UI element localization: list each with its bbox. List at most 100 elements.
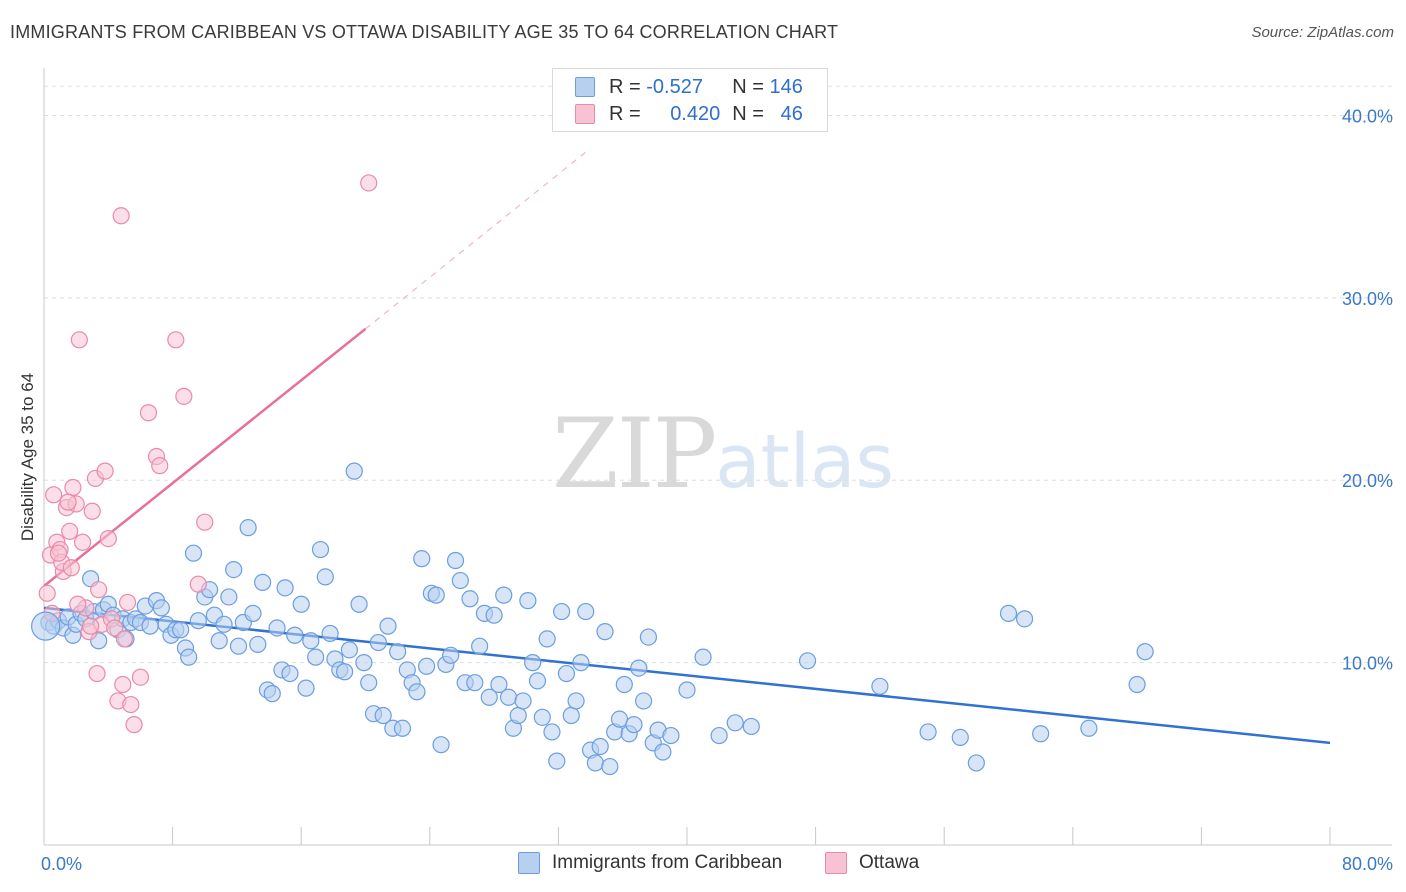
point-caribbean bbox=[268, 619, 286, 637]
trend-lines bbox=[43, 147, 1331, 745]
point-caribbean bbox=[427, 586, 445, 604]
point-caribbean bbox=[413, 550, 431, 568]
point-caribbean bbox=[451, 571, 469, 590]
point-caribbean bbox=[374, 706, 392, 725]
legend-n-label: N = bbox=[732, 102, 764, 125]
source-label: Source: ZipAtlas.com bbox=[1251, 24, 1394, 41]
point-ottawa bbox=[64, 478, 82, 497]
trend-line-caribbean bbox=[43, 606, 1331, 745]
point-ottawa bbox=[61, 522, 79, 540]
point-caribbean bbox=[355, 654, 373, 672]
point-ottawa bbox=[88, 664, 106, 683]
point-caribbean bbox=[742, 717, 760, 736]
legend-row-caribbean: R = -0.527 N = 146 bbox=[575, 74, 803, 100]
legend-r-label: R = bbox=[609, 75, 641, 98]
point-caribbean bbox=[798, 652, 817, 670]
point-caribbean bbox=[480, 688, 498, 706]
point-caribbean bbox=[495, 586, 513, 604]
point-caribbean bbox=[466, 674, 484, 692]
point-caribbean bbox=[389, 643, 407, 661]
point-caribbean bbox=[630, 659, 648, 677]
point-caribbean bbox=[281, 664, 299, 683]
point-caribbean bbox=[141, 617, 159, 635]
legend-n-label: N = bbox=[732, 75, 764, 98]
point-caribbean bbox=[321, 624, 339, 643]
legend-r-label: R = bbox=[609, 102, 641, 125]
point-caribbean bbox=[533, 708, 551, 726]
point-caribbean bbox=[694, 648, 712, 666]
legend-row-ottawa: R = 0.420 N = 46 bbox=[575, 101, 803, 127]
y-tick-label: 20.0% bbox=[1342, 471, 1393, 491]
point-ottawa bbox=[122, 695, 140, 714]
correlation-legend: R = -0.527 N = 146 R = 0.420 N = 46 bbox=[552, 68, 828, 132]
point-ottawa bbox=[114, 675, 132, 694]
point-ottawa bbox=[83, 502, 101, 520]
legend-swatch-pink bbox=[575, 104, 595, 124]
point-ottawa bbox=[131, 668, 150, 686]
point-caribbean bbox=[615, 675, 633, 694]
bottom-legend-label-caribbean: Immigrants from Caribbean bbox=[552, 852, 783, 873]
trend-line-ottawa-extension bbox=[365, 147, 591, 330]
point-caribbean bbox=[286, 626, 304, 644]
bottom-legend-ottawa: Ottawa bbox=[825, 852, 919, 874]
y-tick-label: 30.0% bbox=[1342, 289, 1393, 309]
point-ottawa bbox=[189, 575, 207, 593]
point-caribbean bbox=[1128, 675, 1146, 694]
point-caribbean bbox=[951, 728, 969, 746]
point-caribbean bbox=[31, 611, 61, 641]
x-tick-label: 80.0% bbox=[1342, 854, 1393, 874]
point-caribbean bbox=[1136, 643, 1154, 661]
point-caribbean bbox=[239, 519, 257, 537]
point-ottawa bbox=[360, 174, 378, 192]
gridlines bbox=[44, 85, 1392, 664]
point-caribbean bbox=[519, 592, 537, 610]
y-axis-label: Disability Age 35 to 64 bbox=[18, 372, 37, 542]
point-caribbean bbox=[152, 599, 170, 617]
point-caribbean bbox=[654, 743, 672, 761]
point-ottawa bbox=[49, 544, 68, 562]
point-caribbean bbox=[490, 675, 508, 694]
bottom-legend-swatch-pink bbox=[825, 852, 847, 874]
point-caribbean bbox=[302, 632, 320, 650]
point-caribbean bbox=[634, 692, 653, 710]
point-ottawa bbox=[73, 533, 92, 551]
bottom-legend-caribbean: Immigrants from Caribbean bbox=[518, 852, 782, 874]
point-caribbean bbox=[471, 637, 489, 655]
point-caribbean bbox=[393, 719, 412, 737]
point-caribbean bbox=[543, 723, 561, 741]
point-caribbean bbox=[297, 679, 315, 697]
point-caribbean bbox=[432, 736, 450, 754]
watermark-zip: ZIP bbox=[552, 398, 717, 510]
point-caribbean bbox=[215, 615, 233, 633]
point-caribbean bbox=[229, 637, 248, 655]
point-caribbean bbox=[276, 579, 294, 597]
point-caribbean bbox=[509, 706, 527, 725]
point-ottawa bbox=[90, 581, 108, 599]
point-caribbean bbox=[601, 757, 619, 776]
point-caribbean bbox=[524, 654, 542, 672]
point-caribbean bbox=[678, 681, 696, 699]
point-caribbean bbox=[919, 723, 937, 741]
point-caribbean bbox=[871, 677, 889, 695]
point-caribbean bbox=[180, 648, 198, 666]
point-ottawa bbox=[69, 595, 87, 613]
point-ottawa bbox=[62, 559, 80, 577]
point-ottawa bbox=[106, 619, 124, 637]
point-caribbean bbox=[625, 716, 643, 734]
point-ottawa bbox=[59, 493, 77, 511]
point-caribbean bbox=[557, 664, 576, 683]
x-tick-label: 0.0% bbox=[41, 854, 82, 874]
point-caribbean bbox=[442, 646, 460, 664]
point-caribbean bbox=[577, 602, 595, 621]
point-caribbean bbox=[316, 568, 334, 586]
data-points bbox=[31, 174, 1154, 776]
point-caribbean bbox=[254, 573, 272, 591]
point-caribbean bbox=[499, 688, 518, 706]
point-caribbean bbox=[591, 737, 609, 756]
point-caribbean bbox=[514, 692, 532, 710]
watermark: ZIPatlas bbox=[552, 398, 894, 510]
point-caribbean bbox=[379, 617, 397, 635]
point-caribbean bbox=[225, 561, 243, 579]
point-caribbean bbox=[639, 628, 658, 646]
